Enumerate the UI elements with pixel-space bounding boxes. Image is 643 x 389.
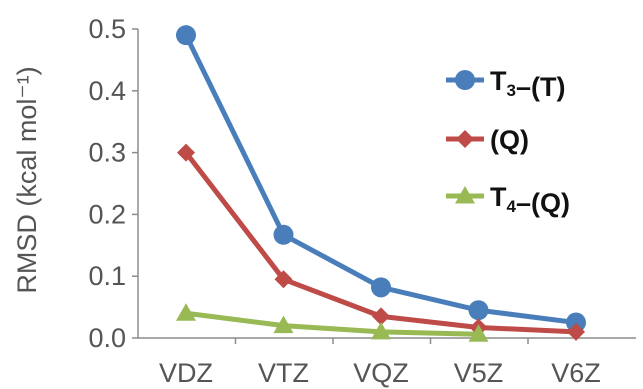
x-tick-label: VTZ <box>258 358 309 388</box>
legend-item: (Q) <box>446 125 529 155</box>
data-point <box>468 300 489 321</box>
y-tick-label: 0.5 <box>88 14 126 44</box>
legend-label: T4–(Q) <box>490 182 570 218</box>
y-tick-labels: 0.0 0.1 0.2 0.3 0.4 0.5 <box>88 14 126 353</box>
legend-marker <box>455 186 475 204</box>
legend: T3–(T) (Q) T4–(Q) <box>446 66 570 218</box>
series-line <box>185 310 479 337</box>
data-point <box>567 322 585 341</box>
x-tick-label: VQZ <box>353 358 409 388</box>
legend-marker <box>456 130 474 148</box>
legend-item: T4–(Q) <box>446 182 570 218</box>
data-point <box>176 303 196 321</box>
data-point <box>372 307 390 326</box>
x-tick-labels: VDZ VTZ VQZ V5Z V6Z <box>159 358 601 388</box>
data-point <box>177 143 195 162</box>
legend-label: T3–(T) <box>490 66 565 102</box>
data-point <box>468 324 489 342</box>
y-tick-label: 0.0 <box>88 323 126 353</box>
y-tick-label: 0.1 <box>88 261 126 291</box>
series-line <box>184 151 577 335</box>
data-point <box>371 277 391 298</box>
data-point <box>274 270 293 289</box>
series-1 <box>177 143 585 341</box>
x-tick-label: VDZ <box>159 358 213 388</box>
data-point <box>176 25 196 46</box>
y-tick-label: 0.4 <box>88 76 126 106</box>
x-tick-label: V5Z <box>454 358 504 388</box>
series-2 <box>176 303 489 342</box>
data-point <box>371 321 391 340</box>
data-point <box>566 312 586 333</box>
legend-item: T3–(T) <box>446 66 565 102</box>
y-tick-label: 0.2 <box>88 199 126 229</box>
legend-marker <box>455 70 475 90</box>
series-group <box>176 25 586 342</box>
data-point <box>273 315 294 334</box>
data-point <box>273 224 294 245</box>
legend-label: (Q) <box>490 125 529 155</box>
series-0 <box>176 25 586 333</box>
y-axis-title: RMSD (kcal mol⁻¹) <box>12 66 42 293</box>
x-tick-label: V6Z <box>551 358 601 388</box>
y-tick-label: 0.3 <box>88 138 126 168</box>
